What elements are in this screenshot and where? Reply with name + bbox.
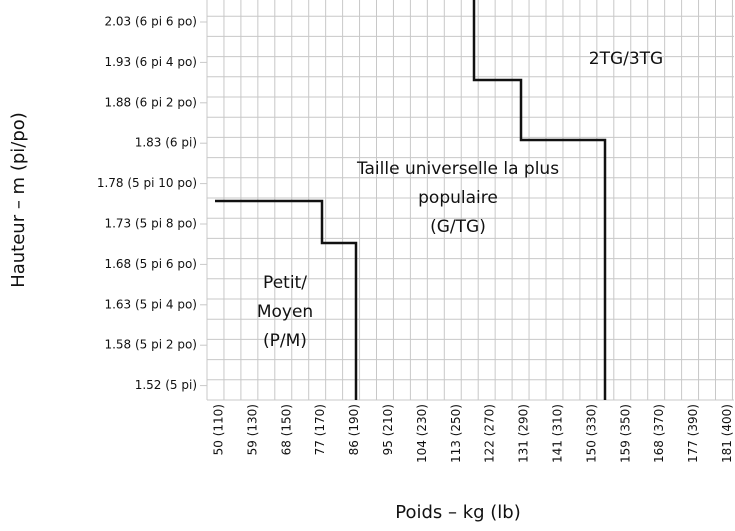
x-tick-label: 168 (370) (652, 404, 666, 463)
x-tick-label: 68 (150) (279, 404, 293, 455)
y-tick-label: 1.78 (5 pi 10 po) (97, 176, 197, 190)
x-tick-label: 77 (170) (313, 404, 327, 455)
region-label: Taille universelle la plus (356, 159, 559, 179)
y-axis-title: Hauteur – m (pi/po) (8, 112, 29, 288)
y-tick-label: 1.73 (5 pi 8 po) (104, 217, 197, 231)
x-tick-label: 113 (250) (449, 404, 463, 463)
region-label: Moyen (257, 302, 313, 322)
region-label: populaire (418, 188, 498, 208)
x-tick-label: 159 (350) (618, 404, 632, 463)
x-axis-title: Poids – kg (lb) (395, 502, 521, 523)
x-tick-label: 59 (130) (245, 404, 259, 455)
y-tick-label: 1.83 (6 pi) (135, 136, 197, 150)
x-tick-label: 50 (110) (212, 404, 226, 455)
x-tick-label: 122 (270) (483, 404, 497, 463)
x-tick-label: 104 (230) (415, 404, 429, 463)
x-tick-label: 131 (290) (517, 404, 531, 463)
y-tick-label: 1.93 (6 pi 4 po) (104, 55, 197, 69)
x-tick-label: 86 (190) (347, 404, 361, 455)
x-tick-label: 177 (390) (686, 404, 700, 463)
grid (206, 0, 734, 401)
x-tick-label: 95 (210) (381, 404, 395, 455)
y-tick-label: 2.03 (6 pi 6 po) (104, 15, 197, 29)
y-tick-label: 1.52 (5 pi) (135, 378, 197, 392)
region-label: (G/TG) (430, 217, 486, 237)
boundary-large (472, 0, 607, 400)
y-tick-label: 1.68 (5 pi 6 po) (104, 257, 197, 271)
region-label: (P/M) (263, 331, 307, 351)
region-label: 2TG/3TG (589, 49, 663, 69)
y-tick-label: 1.58 (5 pi 2 po) (104, 338, 197, 352)
x-tick-label: 150 (330) (584, 404, 598, 463)
x-tick-label: 141 (310) (551, 404, 565, 463)
y-tick-label: 1.63 (5 pi 4 po) (104, 297, 197, 311)
y-tick-label: 1.88 (6 pi 2 po) (104, 95, 197, 109)
region-label: Petit/ (263, 273, 307, 293)
boundary-small (215, 199, 358, 400)
x-tick-label: 181 (400) (720, 404, 734, 463)
